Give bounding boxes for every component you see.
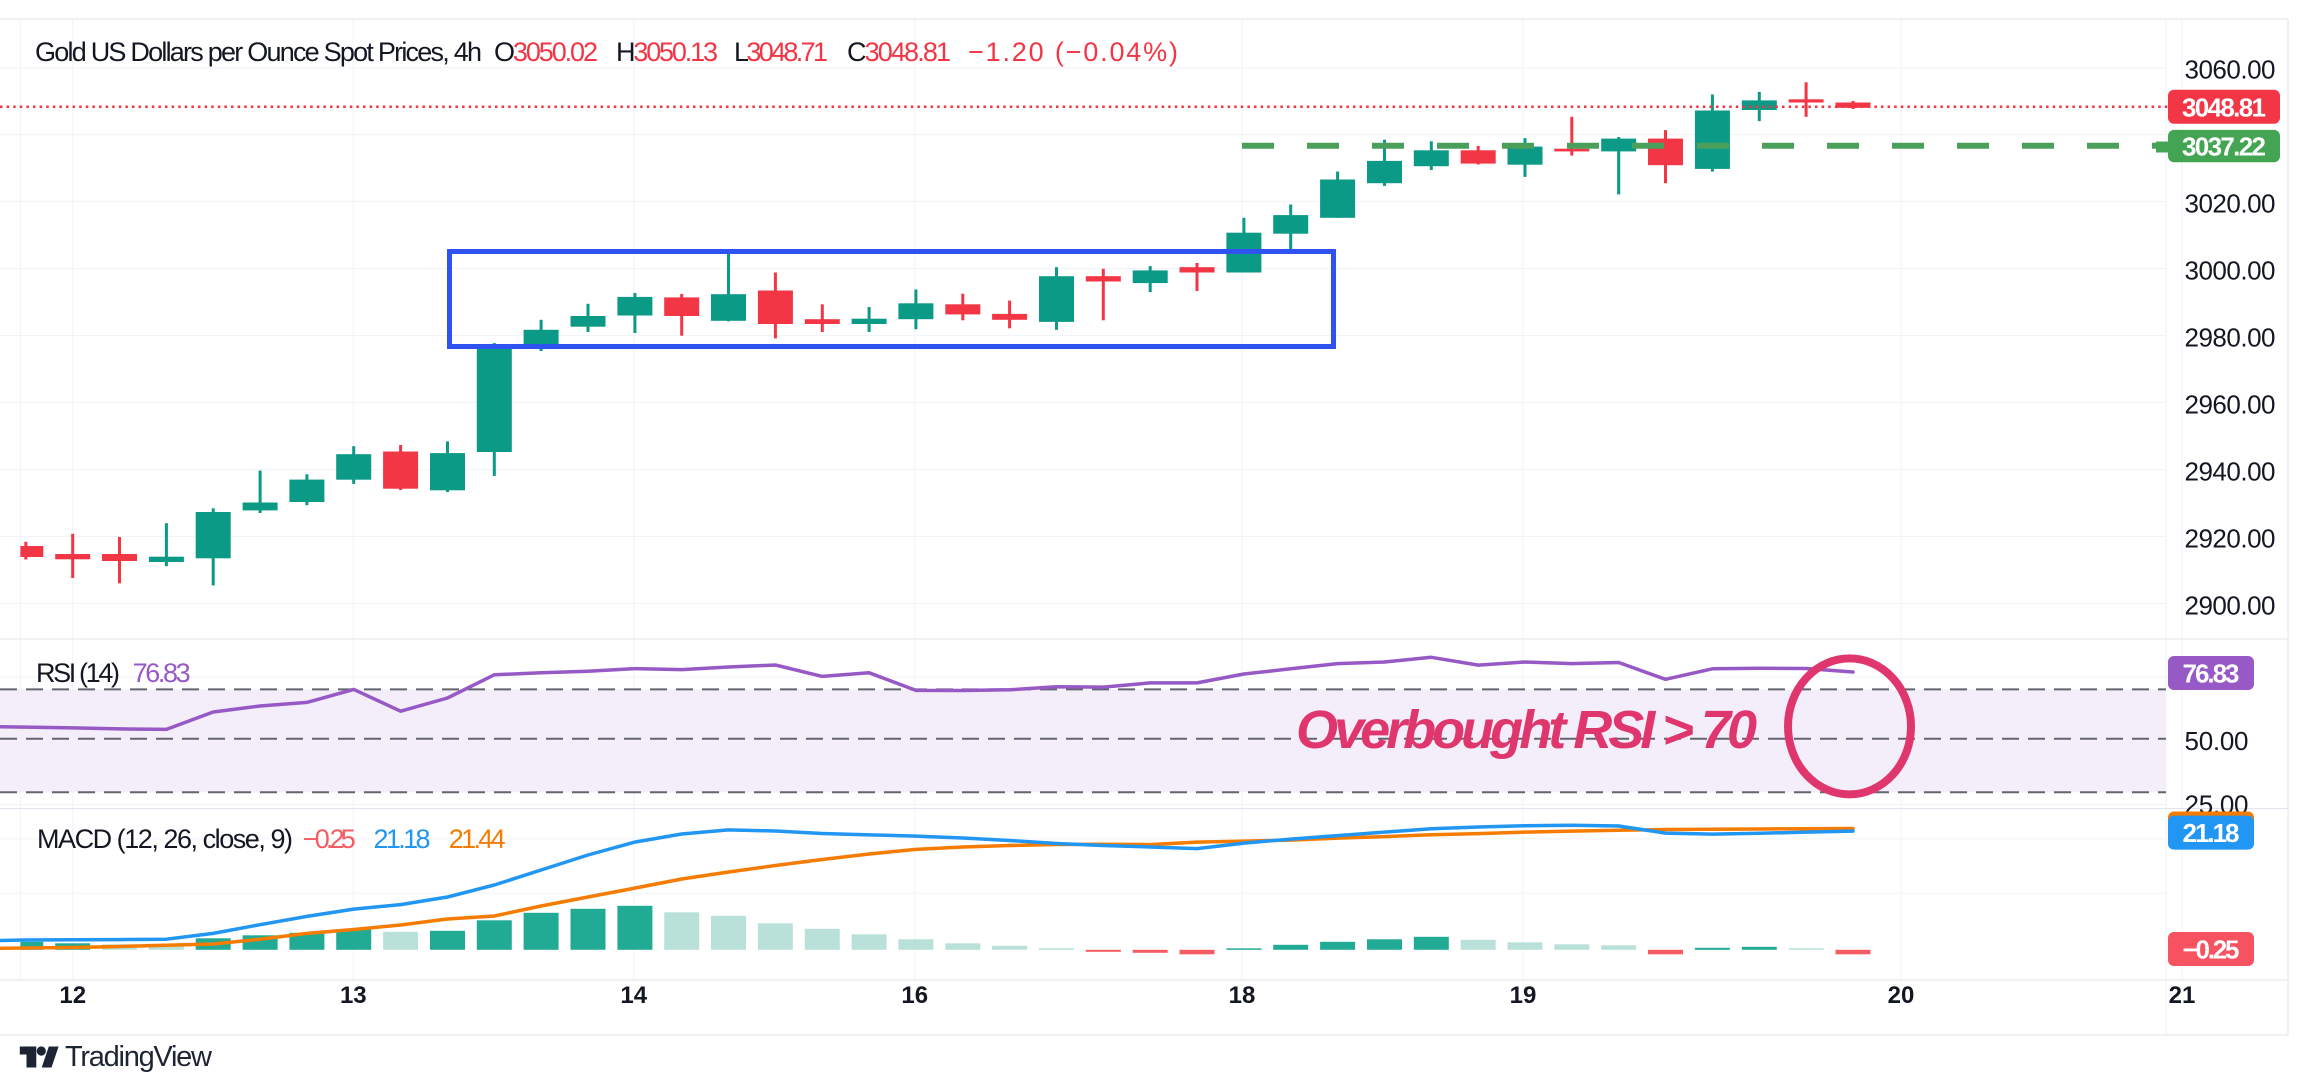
svg-text:RSI (14): RSI (14) <box>36 658 120 688</box>
svg-text:50.00: 50.00 <box>2185 726 2249 756</box>
svg-text:21.44: 21.44 <box>449 824 506 854</box>
svg-text:21: 21 <box>2169 982 2196 1009</box>
svg-text:Gold US Dollars per Ounce Spot: Gold US Dollars per Ounce Spot Prices, 4… <box>35 37 482 67</box>
svg-text:76.83: 76.83 <box>2183 659 2240 689</box>
svg-text:3020.00: 3020.00 <box>2185 189 2276 219</box>
svg-text:76.83: 76.83 <box>133 658 191 688</box>
svg-text:O3050.02: O3050.02 <box>494 37 598 67</box>
svg-text:−0.25: −0.25 <box>303 824 356 854</box>
svg-text:2940.00: 2940.00 <box>2185 457 2276 487</box>
svg-text:3000.00: 3000.00 <box>2185 256 2276 286</box>
svg-text:2980.00: 2980.00 <box>2185 323 2276 353</box>
svg-text:C3048.81: C3048.81 <box>847 37 951 67</box>
svg-text:12: 12 <box>59 982 86 1009</box>
svg-text:TradingView: TradingView <box>65 1041 213 1073</box>
svg-text:3048.81: 3048.81 <box>2182 92 2266 122</box>
svg-text:13: 13 <box>340 982 367 1009</box>
svg-text:14: 14 <box>620 982 647 1009</box>
svg-text:2920.00: 2920.00 <box>2185 524 2276 554</box>
svg-text:18: 18 <box>1229 982 1256 1009</box>
svg-text:2960.00: 2960.00 <box>2185 390 2276 420</box>
svg-text:H3050.13: H3050.13 <box>616 37 718 67</box>
svg-text:16: 16 <box>901 982 928 1009</box>
svg-text:L3048.71: L3048.71 <box>734 37 828 67</box>
svg-text:19: 19 <box>1510 982 1537 1009</box>
svg-text:−0.25: −0.25 <box>2183 935 2240 965</box>
svg-text:21.18: 21.18 <box>2183 818 2240 848</box>
svg-text:20: 20 <box>1888 982 1915 1009</box>
svg-text:21.18: 21.18 <box>374 824 431 854</box>
svg-text:3037.22: 3037.22 <box>2182 132 2266 162</box>
svg-text:Overbought RSI > 70: Overbought RSI > 70 <box>1296 700 1757 760</box>
svg-text:2900.00: 2900.00 <box>2185 590 2276 620</box>
svg-text:−1.20 (−0.04%): −1.20 (−0.04%) <box>968 37 1178 67</box>
svg-text:3060.00: 3060.00 <box>2185 55 2276 85</box>
svg-text:MACD (12, 26, close, 9): MACD (12, 26, close, 9) <box>37 824 293 854</box>
